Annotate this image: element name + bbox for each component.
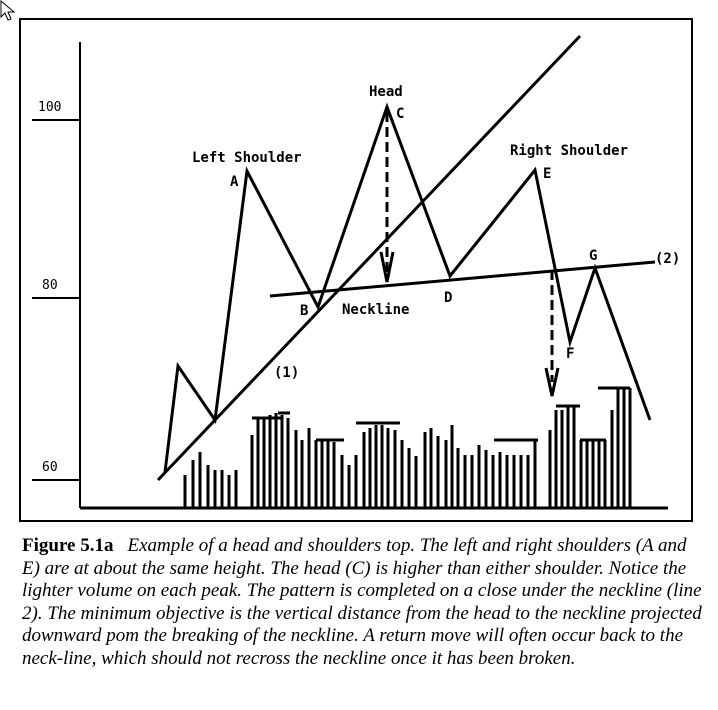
projection-arrowhead-head	[379, 251, 395, 283]
label-right-shoulder: Right Shoulder	[510, 143, 628, 159]
label-point-c: C	[396, 106, 404, 122]
neckline-2	[269, 260, 656, 298]
label-point-d: D	[444, 290, 452, 306]
figure-caption: Figure 5.1a Example of a head and shoulde…	[22, 535, 702, 670]
caption-text: Example of a head and shoulders top. The…	[22, 535, 702, 669]
label-left-shoulder: Left Shoulder	[192, 150, 302, 166]
y-tick-label-60: 60	[42, 460, 58, 475]
label-neckline: Neckline	[342, 302, 409, 318]
trendline-1	[156, 34, 582, 482]
label-point-a: A	[230, 174, 239, 190]
label-point-b: B	[300, 303, 308, 319]
head-and-shoulders-chart: 100 80 60 Left Shoulder Head Right Shoul…	[32, 34, 680, 510]
projection-arrowhead-breakout	[544, 367, 560, 397]
label-line-1: (1)	[274, 365, 299, 381]
label-point-f: F	[566, 346, 574, 362]
label-point-e: E	[543, 166, 551, 182]
y-tick-label-80: 80	[42, 278, 58, 293]
label-head: Head	[369, 84, 403, 100]
y-tick-label-100: 100	[38, 100, 61, 115]
volume-bars	[183, 386, 632, 507]
mouse-cursor-icon	[0, 0, 16, 21]
label-line-2: (2)	[655, 251, 680, 267]
price-path	[163, 102, 652, 473]
figure-number: Figure 5.1a	[22, 535, 114, 556]
label-point-g: G	[589, 248, 597, 264]
